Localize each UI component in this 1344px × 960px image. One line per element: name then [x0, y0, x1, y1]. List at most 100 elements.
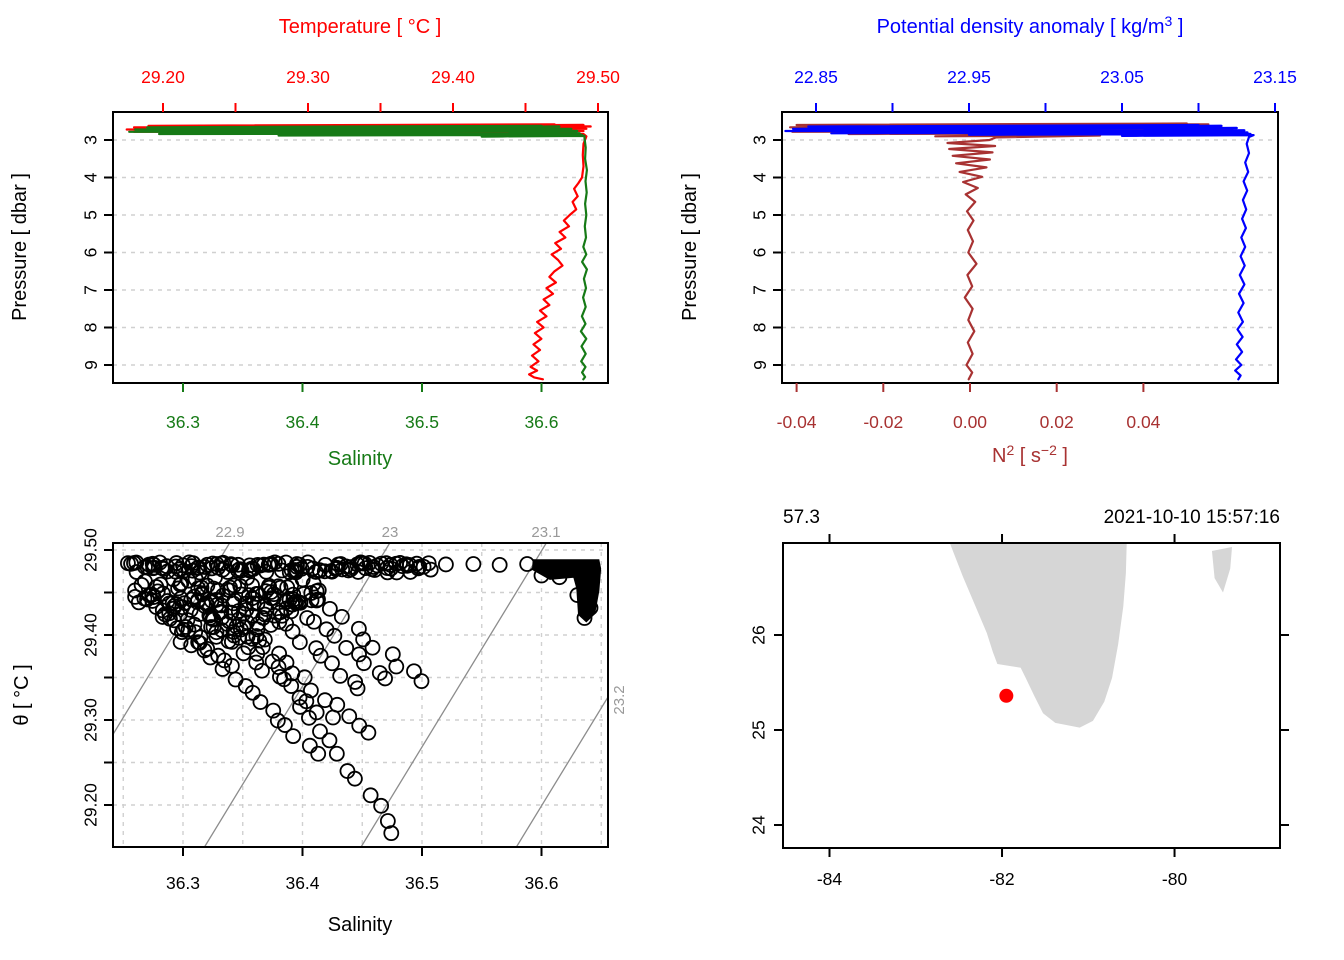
ts-data-point	[298, 693, 315, 710]
ts-data-point	[378, 555, 395, 572]
ts-data-point	[283, 678, 300, 694]
ts-data-point	[325, 709, 341, 726]
temperature-axis-title: Temperature [ °C ]	[279, 16, 442, 38]
ts-data-point	[174, 624, 190, 641]
tick-label: 24	[749, 815, 769, 835]
ts-data-point	[256, 631, 273, 648]
tick-label: 4	[81, 172, 101, 182]
ts-data-point	[465, 556, 482, 572]
ts-data-point	[355, 655, 372, 672]
station-number-label: 57.3	[783, 507, 820, 528]
ts-data-point	[346, 770, 363, 787]
tick-label: 3	[81, 135, 101, 145]
ts-data-point	[551, 569, 568, 586]
density-n2-profile-panel: 22.85 22.95 23.05 23.15 -0.04 -0.02 0.00 0.02 0.…	[679, 13, 1297, 467]
tick-label: 29.20	[141, 67, 185, 87]
ts-data-point	[148, 599, 165, 615]
ts-data-point	[383, 825, 400, 842]
ts-data-point	[338, 640, 355, 656]
ts-data-point	[377, 670, 393, 687]
ts-data-point	[196, 598, 213, 614]
ts-data-point	[360, 724, 377, 741]
tick-label: 36.3	[166, 873, 200, 893]
tick-label: 5	[750, 210, 770, 220]
tick-label: 3	[750, 135, 770, 145]
ts-data-point	[232, 578, 249, 594]
station-map-panel: -84 -82 -80 26 25 24 57.3 2021-10-10 15:57:16	[749, 507, 1289, 889]
plot-frame	[112, 542, 609, 848]
ts-data-point	[159, 563, 176, 580]
plot-frame	[782, 542, 1281, 849]
tick-label: 22.85	[794, 67, 838, 87]
plot-frame	[781, 111, 1279, 384]
ts-data-point	[413, 673, 430, 690]
ts-data-point	[202, 649, 219, 666]
tick-label: 8	[81, 323, 101, 333]
datetime-label: 2021-10-10 15:57:16	[1104, 507, 1280, 528]
tick-label: -0.04	[777, 412, 817, 432]
ts-data-point	[437, 556, 454, 573]
ts-data-point	[276, 717, 293, 733]
ts-data-point	[249, 621, 266, 638]
tick-label: 29.50	[81, 528, 101, 572]
ts-data-point	[312, 562, 328, 579]
temperature-salinity-profile-panel: 29.20 29.30 29.40 29.50 36.3 36.4 36.5 36.6 3 4 5 6…	[9, 16, 620, 470]
ts-data-point	[177, 619, 194, 635]
ts-data-point	[214, 661, 231, 677]
ts-data-point	[212, 604, 229, 621]
isopycnal-label: 23	[382, 524, 399, 541]
ts-data-point	[373, 797, 390, 814]
ts-data-point	[308, 640, 325, 657]
ts-data-point	[265, 702, 282, 719]
ts-data-point	[254, 662, 270, 679]
ts-data-point	[411, 558, 428, 575]
ts-data-point	[290, 594, 307, 611]
ts-data-point	[284, 623, 301, 640]
tick-label: 9	[750, 360, 770, 370]
ts-data-point	[303, 682, 319, 699]
ts-data-point	[265, 586, 282, 603]
tick-label: 5	[81, 210, 101, 220]
tick-label: -82	[989, 869, 1014, 889]
tick-label: 29.30	[286, 67, 330, 87]
tick-label: 23.15	[1253, 67, 1297, 87]
ts-data-point	[582, 599, 599, 616]
n2-axis-title: N2 [ s−2 ]	[992, 442, 1068, 467]
ts-data-point	[187, 570, 204, 587]
ts-data-point	[491, 556, 508, 573]
panel-content	[784, 122, 1255, 381]
pressure-axis-title-2: Pressure [ dbar ]	[679, 173, 701, 321]
tick-label: 36.4	[285, 412, 319, 432]
tick-label: 8	[750, 323, 770, 333]
tick-label: 7	[750, 285, 770, 295]
tick-label: 0.02	[1040, 412, 1074, 432]
ts-data-point	[199, 640, 216, 657]
density-profile	[784, 123, 1255, 381]
pressure-axis-title: Pressure [ dbar ]	[9, 173, 31, 321]
density-axis-title: Potential density anomaly [ kg/m3 ]	[877, 13, 1184, 38]
tick-label: 4	[750, 172, 770, 182]
ts-data-point	[235, 645, 252, 662]
ts-data-point	[371, 665, 388, 681]
ts-data-point	[533, 567, 550, 584]
tick-label: 36.4	[285, 873, 319, 893]
tick-label: 36.3	[166, 412, 200, 432]
ts-data-point	[519, 556, 536, 572]
ts-data-point	[420, 555, 437, 572]
ts-data-point	[252, 694, 269, 710]
tick-label: 36.5	[405, 412, 439, 432]
florida-landmass	[949, 543, 1127, 728]
station-location-dot	[999, 688, 1014, 703]
panel-content	[949, 543, 1233, 728]
ts-data-point	[183, 637, 200, 654]
ts-data-point	[379, 564, 396, 581]
isopycnal-contour	[360, 543, 547, 847]
isopycnal-label: 23.2	[611, 685, 628, 714]
plot-frame	[112, 111, 609, 384]
ts-data-point	[355, 631, 372, 648]
ts-data-point	[271, 613, 288, 630]
ts-diagram-panel: 29.50 29.40 29.30 29.20 36.3 36.4 36.5 36.6 22.9…	[11, 524, 628, 936]
ts-data-point	[248, 585, 265, 602]
ts-data-point	[341, 708, 358, 725]
